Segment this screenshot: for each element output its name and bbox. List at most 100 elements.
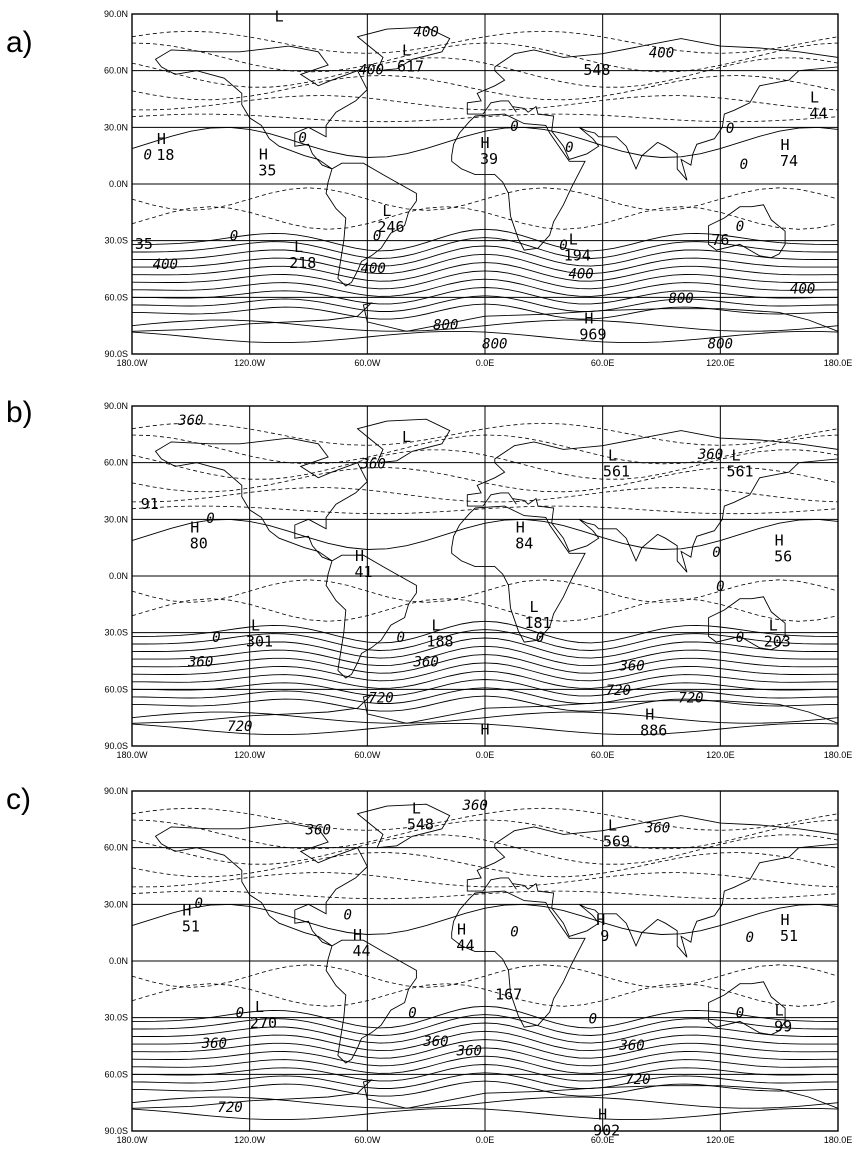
high-pressure-marker: H xyxy=(516,518,525,536)
panel-c-letter: c) xyxy=(6,783,31,816)
high-pressure-marker: H xyxy=(157,130,166,148)
lon-tick-label: 120.0W xyxy=(234,358,266,368)
lat-tick-label: 60.0S xyxy=(104,1069,128,1079)
low-pressure-marker: L xyxy=(412,800,421,818)
lon-tick-label: 0.0E xyxy=(476,750,495,760)
lat-tick-label: 0.0N xyxy=(109,179,128,189)
lon-tick-label: 60.0W xyxy=(354,750,381,760)
low-pressure-marker: L xyxy=(810,89,819,107)
high-pressure-marker: H xyxy=(584,310,593,328)
center-value-label: 218 xyxy=(289,254,316,272)
panel-b-letter: b) xyxy=(6,396,33,429)
coastline-south-america xyxy=(325,939,417,1064)
center-value-label: 91 xyxy=(141,495,159,513)
lat-tick-label: 30.0S xyxy=(104,236,128,246)
coastline-australia xyxy=(708,981,786,1036)
lat-tick-label: 90.0N xyxy=(104,401,128,411)
lat-tick-label: 30.0S xyxy=(104,1013,128,1023)
center-value-label: 167 xyxy=(495,986,522,1004)
high-pressure-marker: H xyxy=(355,547,364,565)
low-pressure-marker: L xyxy=(251,617,260,635)
contour-value-label: 400 xyxy=(568,266,593,282)
center-value-label: 181 xyxy=(524,614,551,632)
high-pressure-marker: H xyxy=(596,911,605,929)
contour-value-label: 360 xyxy=(644,821,670,837)
lat-tick-label: 30.0N xyxy=(104,899,128,909)
contour-value-label: 0 xyxy=(736,630,744,646)
low-pressure-marker: L xyxy=(769,617,778,635)
lon-tick-label: 120.0E xyxy=(706,750,735,760)
high-pressure-marker: H xyxy=(457,920,466,938)
low-pressure-marker: L xyxy=(402,428,411,446)
low-pressure-marker: L xyxy=(255,998,264,1016)
contour-value-label: 800 xyxy=(708,336,733,352)
center-value-label: 35 xyxy=(258,161,276,179)
coastline-greenland xyxy=(356,418,451,464)
lat-tick-label: 90.0S xyxy=(104,349,128,359)
high-pressure-marker: H xyxy=(353,926,362,944)
high-pressure-marker: H xyxy=(775,532,784,550)
low-pressure-marker: L xyxy=(732,447,741,465)
contour-value-label: 0 xyxy=(716,579,724,595)
coastline-south-america xyxy=(325,162,417,287)
coastline-australia xyxy=(708,204,786,259)
contour-value-label: 400 xyxy=(361,261,386,277)
contour-value-label: 0 xyxy=(712,545,720,561)
coastline-antarctica xyxy=(131,1079,839,1132)
center-value-label: 9 xyxy=(600,927,609,945)
contour-value-label: 400 xyxy=(649,45,674,61)
contour-value-label: 0 xyxy=(298,130,306,146)
lat-tick-label: 90.0N xyxy=(104,786,128,796)
coastline-africa xyxy=(451,505,586,643)
coastline-africa xyxy=(451,113,586,251)
lon-tick-label: 120.0E xyxy=(706,1135,735,1145)
center-value-label: 561 xyxy=(603,463,630,481)
center-value-label: 548 xyxy=(583,61,610,79)
coastline-antarctica xyxy=(131,694,839,747)
center-value-label: 301 xyxy=(246,633,273,651)
lat-tick-label: 30.0S xyxy=(104,628,128,638)
low-pressure-marker: L xyxy=(294,238,303,256)
coastline-australia xyxy=(708,596,786,651)
contour-value-label: 800 xyxy=(668,291,693,307)
center-value-label: 561 xyxy=(726,463,753,481)
lat-tick-label: 60.0S xyxy=(104,684,128,694)
coastline-antarctica xyxy=(131,302,839,355)
contour-value-label: 800 xyxy=(482,336,507,352)
center-value-label: 76 xyxy=(711,231,729,249)
contour-value-label: 360 xyxy=(305,822,331,838)
lat-tick-label: 90.0N xyxy=(104,9,128,19)
high-pressure-marker: H xyxy=(182,902,191,920)
lon-tick-label: 60.0W xyxy=(354,1135,381,1145)
low-pressure-marker: L xyxy=(530,598,539,616)
map-frame xyxy=(131,790,839,1132)
center-value-label: 194 xyxy=(564,246,591,264)
low-pressure-marker: L xyxy=(569,230,578,248)
contour-value-label: 400 xyxy=(359,62,384,78)
lon-tick-label: 120.0E xyxy=(706,358,735,368)
coastline-greenland xyxy=(356,803,451,849)
lat-tick-label: 60.0S xyxy=(104,292,128,302)
contour-value-label: 0 xyxy=(510,924,518,940)
coastline-north-america xyxy=(154,822,368,947)
center-value-label: 39 xyxy=(480,150,498,168)
contour-value-label: 720 xyxy=(368,691,393,707)
lon-tick-label: 0.0E xyxy=(476,1135,495,1145)
contour-value-label: 360 xyxy=(697,447,723,463)
contour-value-label: 720 xyxy=(217,1100,242,1116)
high-pressure-marker: H xyxy=(480,134,489,152)
low-pressure-marker: L xyxy=(402,41,411,59)
contour-value-label: 0 xyxy=(589,1011,597,1027)
contour-value-label: 360 xyxy=(618,1038,644,1054)
lat-tick-label: 90.0S xyxy=(104,741,128,751)
lon-tick-label: 0.0E xyxy=(476,358,495,368)
contour-value-label: 400 xyxy=(790,282,815,298)
high-pressure-marker: H xyxy=(480,721,489,739)
lon-tick-label: 180.0E xyxy=(824,1135,853,1145)
center-value-label: 74 xyxy=(780,152,798,170)
center-value-label: 44 xyxy=(352,942,370,960)
contour-value-label: 400 xyxy=(414,25,439,41)
center-value-label: 99 xyxy=(774,1018,792,1036)
center-value-label: 569 xyxy=(603,833,630,851)
lon-tick-label: 60.0E xyxy=(591,358,615,368)
